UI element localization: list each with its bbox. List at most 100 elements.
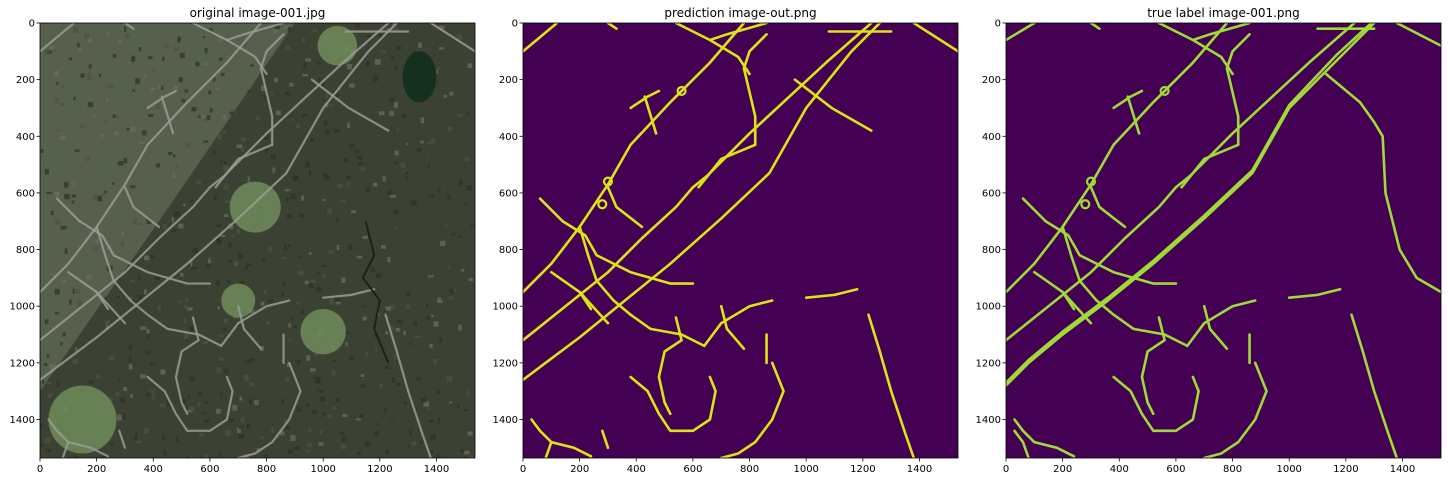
y-tick-label: 1000 [976, 302, 1001, 313]
aerial-texture [345, 342, 348, 347]
road-segment [1324, 72, 1441, 294]
aerial-texture [372, 75, 379, 82]
aerial-texture [310, 137, 314, 143]
aerial-texture [116, 414, 123, 421]
aerial-texture [121, 230, 124, 236]
aerial-texture [82, 224, 87, 227]
aerial-texture [209, 108, 213, 113]
aerial-texture [105, 324, 109, 330]
aerial-texture [184, 305, 188, 309]
y-tick-label: 400 [982, 132, 1001, 143]
aerial-texture [306, 355, 311, 361]
aerial-texture [282, 281, 286, 288]
aerial-texture [279, 431, 285, 436]
aerial-texture [413, 320, 418, 327]
aerial-texture [205, 454, 209, 458]
aerial-texture [92, 194, 97, 201]
aerial-texture [46, 381, 53, 385]
aerial-texture [260, 28, 265, 32]
aerial-texture [407, 445, 410, 449]
aerial-road [146, 89, 178, 110]
aerial-clearing [300, 309, 346, 355]
aerial-texture [430, 450, 434, 455]
aerial-texture [49, 364, 56, 370]
aerial-road [310, 78, 390, 132]
aerial-texture [298, 270, 304, 276]
aerial-texture [326, 415, 332, 419]
aerial-texture [400, 162, 406, 168]
aerial-texture [190, 261, 193, 267]
road-segment [1126, 95, 1141, 135]
aerial-texture [423, 401, 429, 407]
aerial-texture [283, 244, 287, 250]
aerial-texture [178, 77, 183, 83]
aerial-texture [437, 66, 441, 70]
aerial-texture [301, 309, 305, 314]
road-segment [606, 23, 618, 30]
aerial-texture [365, 61, 370, 67]
aerial-texture [40, 423, 43, 429]
road-segment [1140, 316, 1166, 416]
road-segment [523, 23, 873, 342]
aerial-texture [227, 259, 232, 263]
aerial-texture [439, 47, 444, 50]
aerial-texture [87, 380, 94, 384]
aerial-texture [72, 288, 75, 294]
aerial-texture [394, 102, 399, 108]
aerial-texture [77, 301, 82, 307]
aerial-texture [280, 292, 285, 297]
x-tick-label: 800 [740, 464, 759, 475]
aerial-texture [249, 64, 254, 67]
aerial-texture [393, 209, 399, 215]
aerial-texture [425, 304, 428, 307]
aerial-texture [247, 176, 250, 183]
y-tick-label: 400 [499, 132, 518, 143]
aerial-texture [261, 258, 266, 262]
aerial-texture [148, 113, 154, 117]
aerial-texture [463, 409, 469, 412]
aerial-texture [237, 229, 240, 235]
aerial-texture [287, 449, 294, 454]
aerial-texture [78, 48, 82, 52]
aerial-texture [51, 49, 57, 52]
road-segment [1006, 23, 1356, 342]
y-tick-label: 200 [982, 75, 1001, 86]
aerial-texture [50, 210, 54, 216]
aerial-texture [215, 238, 221, 243]
road-segment [1006, 23, 1373, 384]
aerial-texture [340, 199, 346, 203]
aerial-texture [271, 153, 276, 160]
aerial-texture [378, 111, 385, 116]
aerial-texture [303, 62, 307, 68]
aerial-texture [141, 130, 147, 136]
road-segment [674, 23, 768, 42]
road-segment [1112, 375, 1200, 433]
aerial-texture [238, 434, 245, 439]
aerial-texture [248, 309, 255, 314]
aerial-texture [46, 50, 52, 54]
aerial-texture [105, 320, 111, 325]
road-segment [742, 33, 768, 147]
aerial-texture [365, 187, 370, 193]
aerial-texture [244, 266, 248, 271]
aerial-texture [172, 173, 176, 178]
aerial-texture [466, 390, 470, 396]
aerial-texture [195, 61, 200, 67]
aerial-texture [292, 175, 298, 181]
aerial-texture [458, 179, 463, 186]
road-cul-de-sac [597, 199, 608, 210]
aerial-texture [389, 194, 396, 198]
aerial-texture [382, 176, 386, 182]
aerial-texture [321, 264, 328, 268]
aerial-texture [333, 359, 337, 363]
y-tick-label: 1200 [493, 358, 518, 369]
aerial-texture [207, 257, 212, 262]
aerial-texture [164, 44, 169, 48]
aerial-texture [179, 52, 185, 58]
aerial-texture [463, 450, 470, 455]
aerial-texture [59, 102, 65, 106]
aerial-texture [341, 277, 346, 283]
aerial-texture [120, 413, 126, 420]
aerial-texture [393, 353, 397, 359]
aerial-texture [268, 299, 274, 303]
